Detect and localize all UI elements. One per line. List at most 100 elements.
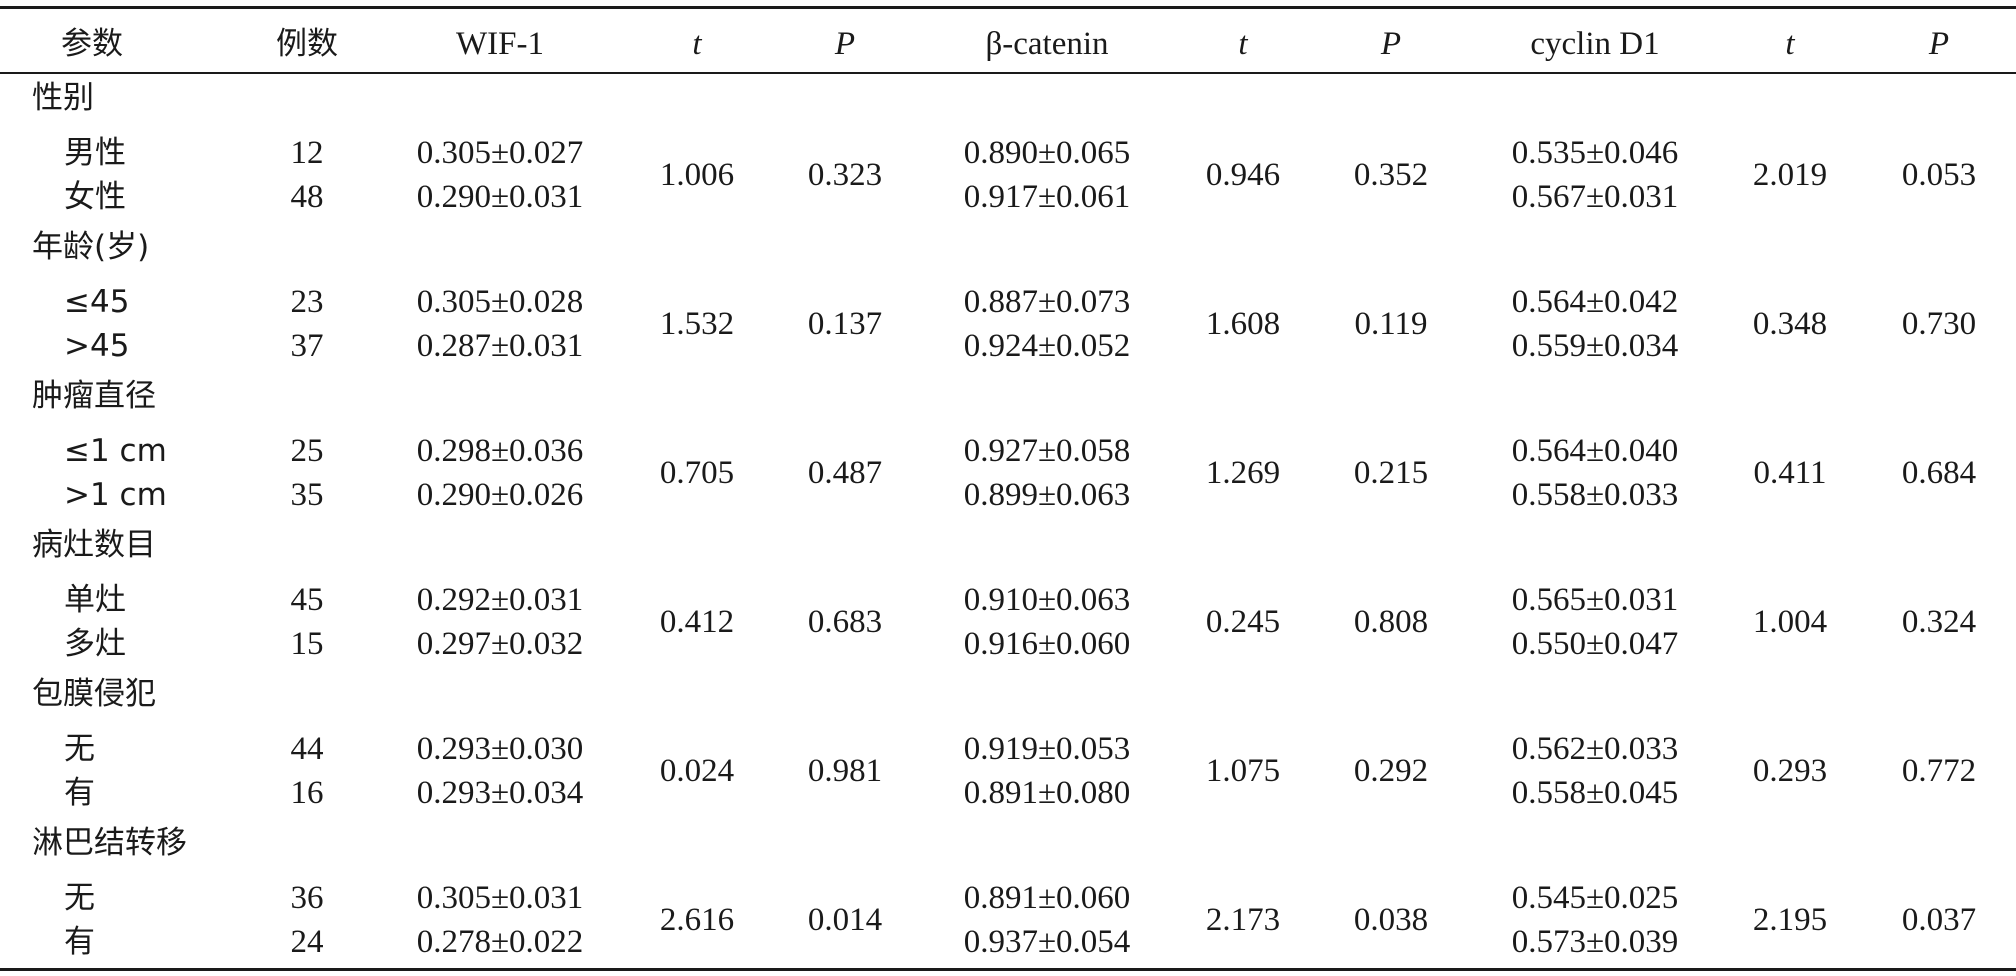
t-value-wif1: 1.006: [659, 157, 735, 193]
subgroup-label: 单灶: [64, 582, 126, 618]
p-value-wif1: 0.683: [807, 604, 883, 640]
cyclin-value: 0.564±0.040: [1511, 433, 1679, 469]
subgroup-label: >1 cm: [64, 477, 167, 513]
t-value-cyclin: 0.348: [1752, 306, 1828, 342]
t-value-wif1: 2.616: [659, 902, 735, 938]
case-count: 48: [290, 179, 324, 215]
case-count: 44: [290, 731, 324, 767]
case-count: 12: [290, 135, 324, 171]
header-cyclin: cyclin D1: [1530, 26, 1660, 62]
case-count: 36: [290, 880, 324, 916]
t-value-bcatenin: 1.075: [1205, 753, 1281, 789]
bcatenin-value: 0.887±0.073: [963, 284, 1131, 320]
t-value-bcatenin: 1.269: [1205, 455, 1281, 491]
case-count: 16: [290, 775, 324, 811]
t-value-bcatenin: 0.946: [1205, 157, 1281, 193]
cyclin-value: 0.573±0.039: [1511, 924, 1679, 960]
wif1-value: 0.298±0.036: [416, 433, 584, 469]
bcatenin-value: 0.891±0.060: [963, 880, 1131, 916]
subgroup-label: >45: [64, 328, 130, 364]
header-bcatenin: β-catenin: [985, 26, 1109, 62]
header-p2: P: [1380, 26, 1402, 62]
t-value-bcatenin: 2.173: [1205, 902, 1281, 938]
bcatenin-value: 0.910±0.063: [963, 582, 1131, 618]
wif1-value: 0.290±0.026: [416, 477, 584, 513]
group-label: 包膜侵犯: [32, 676, 156, 712]
p-value-wif1: 0.981: [807, 753, 883, 789]
top-rule: [0, 6, 2016, 9]
t-value-cyclin: 0.293: [1752, 753, 1828, 789]
p-value-wif1: 0.014: [807, 902, 883, 938]
t-value-wif1: 0.412: [659, 604, 735, 640]
subgroup-label: 有: [64, 924, 95, 960]
p-value-bcatenin: 0.119: [1354, 306, 1428, 342]
p-value-cyclin: 0.324: [1901, 604, 1977, 640]
cyclin-value: 0.567±0.031: [1511, 179, 1679, 215]
cyclin-value: 0.562±0.033: [1511, 731, 1679, 767]
cyclin-value: 0.535±0.046: [1511, 135, 1679, 171]
t-value-cyclin: 0.411: [1753, 455, 1827, 491]
wif1-value: 0.305±0.028: [416, 284, 584, 320]
case-count: 37: [290, 328, 324, 364]
bcatenin-value: 0.899±0.063: [963, 477, 1131, 513]
bcatenin-value: 0.916±0.060: [963, 626, 1131, 662]
bcatenin-value: 0.924±0.052: [963, 328, 1131, 364]
bcatenin-value: 0.919±0.053: [963, 731, 1131, 767]
t-value-cyclin: 2.019: [1752, 157, 1828, 193]
group-label: 年龄(岁): [32, 229, 150, 265]
bottom-rule: [0, 968, 2016, 971]
bcatenin-value: 0.891±0.080: [963, 775, 1131, 811]
p-value-bcatenin: 0.038: [1353, 902, 1429, 938]
header-p1: P: [834, 26, 856, 62]
header-t2: t: [1238, 26, 1248, 62]
group-label: 肿瘤直径: [32, 378, 156, 414]
cyclin-value: 0.545±0.025: [1511, 880, 1679, 916]
p-value-bcatenin: 0.215: [1353, 455, 1429, 491]
case-count: 25: [290, 433, 324, 469]
wif1-value: 0.305±0.027: [416, 135, 584, 171]
t-value-bcatenin: 0.245: [1205, 604, 1281, 640]
group-label: 性别: [32, 80, 94, 116]
bcatenin-value: 0.937±0.054: [963, 924, 1131, 960]
p-value-bcatenin: 0.292: [1353, 753, 1429, 789]
t-value-wif1: 1.532: [659, 306, 735, 342]
bcatenin-value: 0.917±0.061: [963, 179, 1131, 215]
wif1-value: 0.297±0.032: [416, 626, 584, 662]
wif1-value: 0.290±0.031: [416, 179, 584, 215]
p-value-cyclin: 0.053: [1901, 157, 1977, 193]
p-value-cyclin: 0.684: [1901, 455, 1977, 491]
subgroup-label: 多灶: [64, 626, 126, 662]
cyclin-value: 0.550±0.047: [1511, 626, 1679, 662]
wif1-value: 0.278±0.022: [416, 924, 584, 960]
wif1-value: 0.293±0.034: [416, 775, 584, 811]
cyclin-value: 0.564±0.042: [1511, 284, 1679, 320]
header-t1: t: [692, 26, 702, 62]
cyclin-value: 0.558±0.033: [1511, 477, 1679, 513]
case-count: 15: [290, 626, 324, 662]
subgroup-label: 无: [64, 880, 95, 916]
subgroup-label: 女性: [64, 179, 126, 215]
p-value-cyclin: 0.772: [1901, 753, 1977, 789]
subgroup-label: 男性: [64, 135, 126, 171]
subgroup-label: ≤45: [64, 284, 130, 320]
p-value-wif1: 0.137: [807, 306, 883, 342]
case-count: 24: [290, 924, 324, 960]
cyclin-value: 0.559±0.034: [1511, 328, 1679, 364]
p-value-cyclin: 0.037: [1901, 902, 1977, 938]
header-cases: 例数: [276, 26, 338, 62]
t-value-wif1: 0.705: [659, 455, 735, 491]
p-value-wif1: 0.487: [807, 455, 883, 491]
wif1-value: 0.293±0.030: [416, 731, 584, 767]
cyclin-value: 0.565±0.031: [1511, 582, 1679, 618]
wif1-value: 0.287±0.031: [416, 328, 584, 364]
subgroup-label: 无: [64, 731, 95, 767]
p-value-bcatenin: 0.352: [1353, 157, 1429, 193]
header-p3: P: [1928, 26, 1950, 62]
case-count: 35: [290, 477, 324, 513]
t-value-cyclin: 2.195: [1752, 902, 1828, 938]
wif1-value: 0.292±0.031: [416, 582, 584, 618]
t-value-bcatenin: 1.608: [1205, 306, 1281, 342]
cyclin-value: 0.558±0.045: [1511, 775, 1679, 811]
wif1-value: 0.305±0.031: [416, 880, 584, 916]
